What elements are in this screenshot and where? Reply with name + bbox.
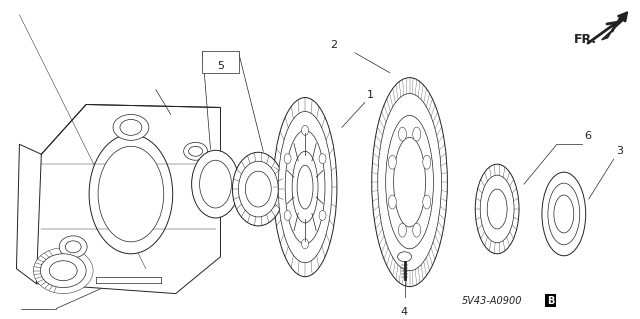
Ellipse shape (423, 195, 431, 209)
Ellipse shape (184, 142, 207, 160)
Text: B: B (547, 295, 554, 306)
Ellipse shape (554, 195, 574, 233)
Ellipse shape (278, 111, 332, 263)
Ellipse shape (423, 155, 431, 169)
Ellipse shape (284, 211, 291, 220)
Ellipse shape (113, 115, 149, 140)
Ellipse shape (480, 175, 514, 243)
Ellipse shape (399, 127, 406, 141)
Ellipse shape (301, 125, 308, 135)
Text: FR.: FR. (574, 33, 597, 46)
Text: 1: 1 (367, 90, 374, 100)
Ellipse shape (397, 252, 412, 262)
Polygon shape (602, 12, 627, 40)
Ellipse shape (65, 241, 81, 253)
Text: 5V43-A0900: 5V43-A0900 (461, 295, 522, 306)
Ellipse shape (378, 93, 442, 271)
Ellipse shape (136, 230, 146, 238)
Ellipse shape (285, 130, 325, 244)
Ellipse shape (542, 172, 586, 256)
Text: 6: 6 (585, 131, 592, 141)
Ellipse shape (89, 134, 173, 254)
Ellipse shape (120, 119, 142, 135)
Ellipse shape (413, 223, 420, 237)
Ellipse shape (399, 223, 406, 237)
Ellipse shape (297, 165, 313, 209)
Ellipse shape (319, 154, 326, 164)
Ellipse shape (200, 160, 232, 208)
Ellipse shape (319, 211, 326, 220)
Ellipse shape (49, 261, 77, 281)
Ellipse shape (413, 127, 420, 141)
Ellipse shape (98, 146, 164, 242)
Ellipse shape (245, 171, 271, 207)
Ellipse shape (372, 78, 447, 286)
Ellipse shape (388, 155, 396, 169)
Ellipse shape (191, 150, 239, 218)
Ellipse shape (386, 115, 433, 249)
Ellipse shape (40, 254, 86, 288)
Ellipse shape (292, 151, 318, 223)
Text: 2: 2 (330, 40, 337, 50)
Ellipse shape (284, 154, 291, 164)
Text: 5: 5 (217, 61, 224, 71)
Ellipse shape (60, 236, 87, 258)
Ellipse shape (189, 146, 203, 156)
FancyBboxPatch shape (202, 51, 239, 73)
Ellipse shape (273, 98, 337, 277)
Ellipse shape (394, 137, 426, 227)
Ellipse shape (487, 189, 507, 229)
Ellipse shape (33, 248, 93, 293)
Ellipse shape (476, 164, 519, 254)
Ellipse shape (548, 183, 580, 245)
Ellipse shape (232, 152, 284, 226)
Text: 3: 3 (616, 146, 623, 156)
Ellipse shape (238, 161, 278, 217)
Ellipse shape (388, 195, 396, 209)
Ellipse shape (301, 239, 308, 249)
Text: 4: 4 (401, 307, 408, 316)
